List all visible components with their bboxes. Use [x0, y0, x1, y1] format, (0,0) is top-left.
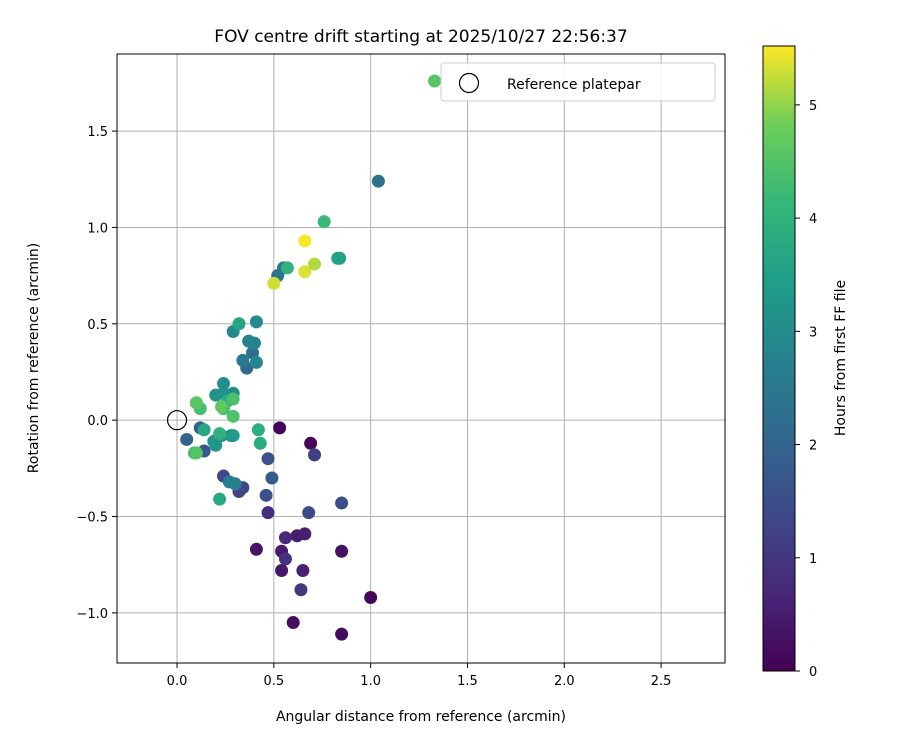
data-point	[226, 409, 240, 423]
colorbar-tick-label: 3	[809, 325, 817, 340]
data-point	[265, 471, 279, 485]
colorbar-tick-label: 2	[809, 439, 817, 454]
data-point	[335, 496, 349, 510]
x-tick-label: 0.0	[167, 674, 188, 689]
x-axis-label: Angular distance from reference (arcmin)	[276, 709, 566, 725]
data-point	[333, 251, 347, 265]
data-point	[317, 215, 331, 229]
data-point	[216, 377, 230, 391]
colorbar-label: Hours from first FF file	[833, 280, 849, 436]
y-axis-ticks: −1.0 −0.5 0.0 0.5 1.0 1.5	[76, 125, 117, 622]
data-point	[249, 315, 263, 329]
data-point	[294, 583, 308, 597]
y-tick-label: 1.5	[87, 125, 108, 140]
reference-marker-layer	[166, 410, 188, 431]
data-point	[209, 388, 223, 402]
data-point	[280, 261, 294, 275]
data-point	[302, 506, 316, 520]
data-point	[273, 421, 287, 435]
data-point	[335, 544, 349, 558]
data-point	[261, 506, 275, 520]
data-point	[278, 531, 292, 545]
y-tick-label: 0.5	[87, 318, 108, 333]
data-point	[278, 552, 292, 566]
data-point	[236, 353, 250, 367]
data-point	[261, 452, 275, 466]
colorbar-tick-label: 1	[809, 552, 817, 567]
data-point	[228, 477, 242, 491]
data-point	[189, 446, 203, 460]
chart-title: FOV centre drift starting at 2025/10/27 …	[214, 27, 627, 47]
y-tick-label: 1.0	[87, 221, 108, 236]
data-point	[371, 174, 385, 188]
data-point	[197, 423, 211, 437]
x-tick-label: 2.0	[554, 674, 575, 689]
x-tick-label: 1.5	[457, 674, 478, 689]
x-axis-ticks: 0.0 0.5 1.0 1.5 2.0 2.5	[167, 663, 672, 689]
colorbar-tick-label: 5	[809, 99, 817, 114]
data-point	[249, 355, 263, 369]
y-tick-label: −1.0	[76, 607, 108, 622]
y-tick-label: −0.5	[76, 511, 108, 526]
data-point	[253, 436, 267, 450]
plot-frame	[116, 53, 726, 664]
data-point	[259, 488, 273, 502]
data-point	[215, 400, 229, 414]
y-axis-label: Rotation from reference (arcmin)	[26, 243, 42, 473]
data-point	[226, 392, 240, 406]
data-point	[232, 317, 246, 331]
data-point	[209, 438, 223, 452]
data-point	[308, 257, 322, 271]
reference-platepar-marker	[166, 410, 188, 431]
data-point	[296, 563, 310, 577]
data-point	[275, 563, 289, 577]
colorbar-tick-label: 0	[809, 665, 817, 680]
data-point	[308, 448, 322, 462]
data-point	[189, 396, 203, 410]
data-point	[364, 590, 378, 604]
data-point	[249, 542, 263, 556]
data-point	[251, 423, 265, 437]
data-points	[180, 74, 442, 641]
data-point	[335, 627, 349, 641]
y-tick-label: 0.0	[87, 414, 108, 429]
grid-lines	[117, 54, 725, 663]
data-point	[298, 527, 312, 541]
legend: Reference platepar	[440, 62, 716, 102]
colorbar: 0 1 2 3 4 5 Hours from first FF file	[762, 45, 849, 680]
colorbar-ticks: 0 1 2 3 4 5	[795, 99, 817, 680]
data-point	[213, 492, 227, 506]
data-point	[226, 429, 240, 443]
data-point	[286, 616, 300, 630]
data-point	[428, 74, 442, 88]
data-point	[298, 234, 312, 248]
data-point	[247, 336, 261, 350]
x-tick-label: 2.5	[651, 674, 672, 689]
colorbar-gradient	[762, 45, 796, 672]
data-point	[213, 427, 227, 441]
data-point	[298, 265, 312, 279]
data-point	[304, 436, 318, 450]
data-point	[267, 276, 281, 290]
legend-entry-reference-platepar: Reference platepar	[507, 77, 641, 93]
data-point	[180, 432, 194, 446]
x-tick-label: 0.5	[263, 674, 284, 689]
x-tick-label: 1.0	[360, 674, 381, 689]
legend-box	[440, 62, 716, 102]
colorbar-tick-label: 4	[809, 212, 817, 227]
legend-marker-icon	[458, 72, 480, 94]
